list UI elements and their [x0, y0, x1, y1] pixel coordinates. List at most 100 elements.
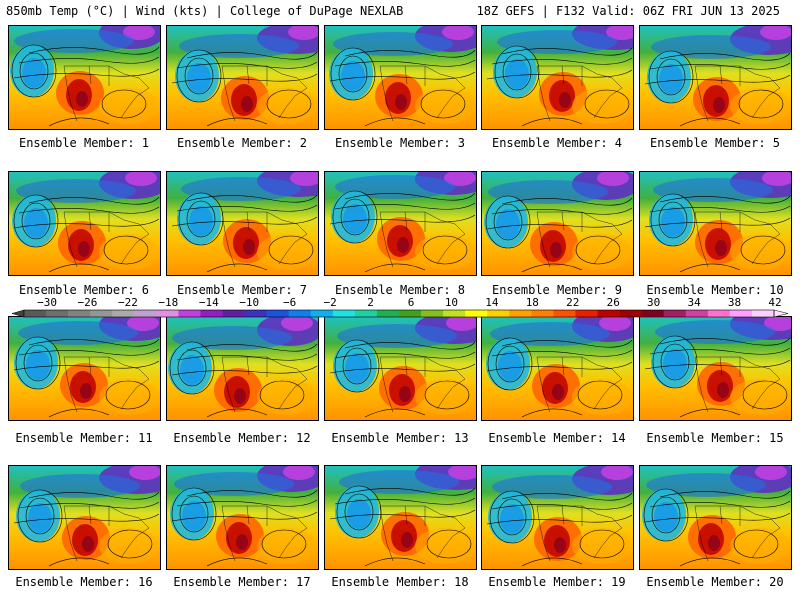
ensemble-member-label: Ensemble Member: 2 [176, 136, 308, 150]
colorbar-svg: −30 −26 −22 −18 −14 −10 −6 −2 2 6 10 14 18 22 26 30 34 38… [11, 296, 789, 318]
colorbar-segment [465, 310, 488, 317]
ensemble-member-panel [481, 171, 634, 276]
temperature-map [640, 317, 791, 420]
ensemble-member-label: Ensemble Member: 14 [488, 431, 626, 445]
temperature-map [9, 466, 160, 569]
ensemble-member-label: Ensemble Member: 12 [173, 431, 311, 445]
colorbar-segment [531, 310, 554, 317]
colorbar-segment [24, 310, 47, 317]
colorbar-segment [134, 310, 157, 317]
colorbar-segment [90, 310, 113, 317]
colorbar-segment [376, 310, 400, 317]
model-run-info: 18Z GEFS | F132 Valid: 06Z FRI JUN 13 20… [476, 4, 780, 18]
ensemble-member-label: Ensemble Member: 18 [331, 575, 469, 589]
ensemble-member-label: Ensemble Member: 16 [15, 575, 153, 589]
colorbar-segment [178, 310, 201, 317]
colorbar-segment [421, 310, 444, 317]
colorbar-segment [553, 310, 576, 317]
temperature-map [167, 317, 318, 420]
temperature-map [9, 317, 160, 420]
ensemble-member-panel [8, 171, 161, 276]
temperature-map [482, 317, 633, 420]
temperature-map [325, 26, 476, 129]
colorbar-tick-label: −14 [199, 296, 219, 309]
colorbar-segment [685, 310, 709, 317]
ensemble-member-panel [166, 316, 319, 421]
ensemble-member-label: Ensemble Member: 20 [646, 575, 784, 589]
temperature-map [482, 26, 633, 129]
colorbar-tick-label: −18 [158, 296, 178, 309]
colorbar-tick-label: 2 [367, 296, 374, 309]
temperature-map [325, 317, 476, 420]
colorbar-segment [487, 310, 510, 317]
ensemble-member-label: Ensemble Member: 19 [488, 575, 626, 589]
ensemble-member-panel [639, 465, 792, 570]
colorbar-tick-label: 10 [445, 296, 458, 309]
ensemble-member-panel [8, 465, 161, 570]
colorbar-segment [68, 310, 91, 317]
temperature-map [640, 172, 791, 275]
colorbar-tick-label: −30 [37, 296, 57, 309]
colorbar-segment [641, 310, 665, 317]
temperature-colorbar: −30 −26 −22 −18 −14 −10 −6 −2 2 6 10 14 18 22 26 30 34 38… [11, 296, 789, 322]
ensemble-member-label: Ensemble Member: 1 [18, 136, 150, 150]
colorbar-segment [509, 310, 532, 317]
colorbar-tick-label: −6 [283, 296, 296, 309]
ensemble-member-label: Ensemble Member: 6 [18, 283, 150, 297]
map-title: 850mb Temp (°C) | Wind (kts) | College o… [6, 4, 404, 18]
temperature-map [167, 172, 318, 275]
colorbar-tick-label: 22 [566, 296, 579, 309]
ensemble-member-panel [324, 171, 477, 276]
colorbar-segment [244, 310, 267, 317]
colorbar-segment [597, 310, 620, 317]
colorbar-tick-label: 38 [728, 296, 741, 309]
colorbar-segment [729, 310, 753, 317]
colorbar-segment [156, 310, 179, 317]
colorbar-tick-label: −2 [323, 296, 336, 309]
ensemble-member-panel [639, 316, 792, 421]
colorbar-tick-label: 6 [408, 296, 415, 309]
ensemble-member-label: Ensemble Member: 3 [334, 136, 466, 150]
ensemble-member-panel [324, 25, 477, 130]
ensemble-member-panel [639, 171, 792, 276]
colorbar-tick-label: 30 [647, 296, 660, 309]
temperature-map [325, 172, 476, 275]
colorbar-segment [751, 310, 775, 317]
colorbar-segment [707, 310, 731, 317]
ensemble-member-panel [8, 316, 161, 421]
ensemble-member-label: Ensemble Member: 9 [491, 283, 623, 297]
colorbar-tick-label: 26 [607, 296, 620, 309]
temperature-map [640, 466, 791, 569]
colorbar-segment [332, 310, 356, 317]
colorbar-tick-label: 14 [485, 296, 499, 309]
ensemble-member-panel [481, 25, 634, 130]
temperature-map [167, 26, 318, 129]
colorbar-tick-label: −26 [78, 296, 98, 309]
ensemble-member-panel [166, 25, 319, 130]
ensemble-member-panel [166, 171, 319, 276]
colorbar-segment [354, 310, 378, 317]
ensemble-member-panel [481, 465, 634, 570]
colorbar-segment [663, 310, 687, 317]
ensemble-member-label: Ensemble Member: 15 [646, 431, 784, 445]
ensemble-member-label: Ensemble Member: 5 [649, 136, 781, 150]
ensemble-member-label: Ensemble Member: 17 [173, 575, 311, 589]
colorbar-right-arrow [773, 309, 789, 318]
ensemble-member-label: Ensemble Member: 4 [491, 136, 623, 150]
temperature-map [482, 172, 633, 275]
colorbar-segment [575, 310, 598, 317]
ensemble-member-panel [166, 465, 319, 570]
colorbar-segment [399, 310, 422, 317]
ensemble-member-label: Ensemble Member: 8 [334, 283, 466, 297]
colorbar-segment [200, 310, 223, 317]
temperature-map [325, 466, 476, 569]
temperature-map [9, 26, 160, 129]
colorbar-segment [112, 310, 135, 317]
temperature-map [167, 466, 318, 569]
colorbar-segment [288, 310, 312, 317]
colorbar-tick-label: 34 [687, 296, 701, 309]
ensemble-member-panel [639, 25, 792, 130]
colorbar-segment [443, 310, 466, 317]
temperature-map [640, 26, 791, 129]
colorbar-segment [619, 310, 642, 317]
